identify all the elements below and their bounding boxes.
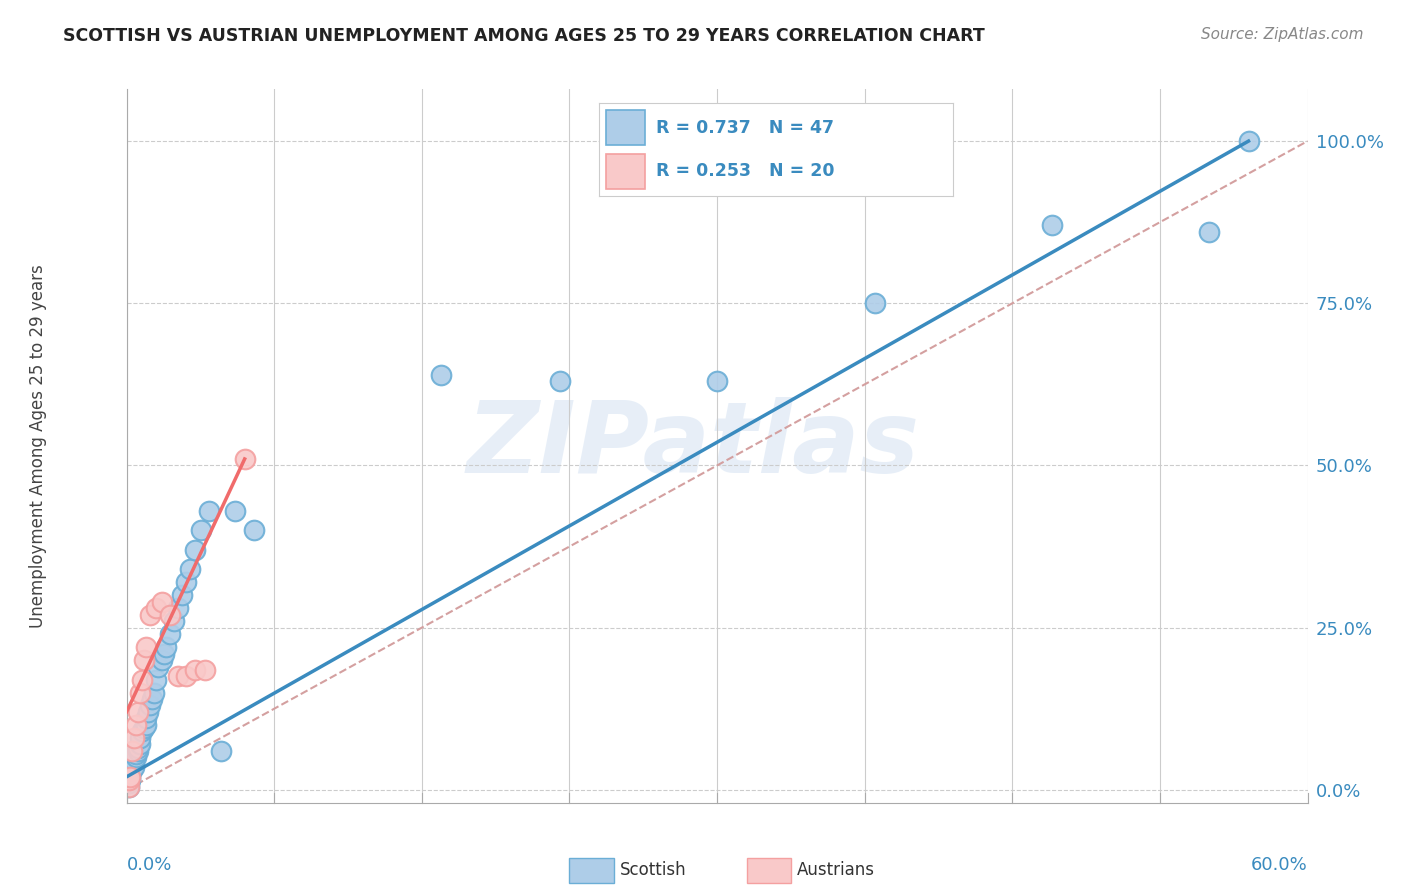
Point bbox=[117, 776, 139, 790]
Point bbox=[198, 504, 221, 518]
Text: Source: ZipAtlas.com: Source: ZipAtlas.com bbox=[1201, 27, 1364, 42]
Point bbox=[121, 756, 143, 771]
Point bbox=[135, 640, 157, 654]
Point bbox=[233, 452, 256, 467]
Point bbox=[1040, 219, 1063, 233]
Point bbox=[125, 747, 148, 761]
Point bbox=[155, 640, 177, 654]
Text: ZIPatlas: ZIPatlas bbox=[467, 398, 920, 494]
Point bbox=[145, 673, 167, 687]
Point bbox=[127, 705, 149, 719]
Point bbox=[124, 754, 146, 768]
Point bbox=[184, 663, 207, 677]
Text: SCOTTISH VS AUSTRIAN UNEMPLOYMENT AMONG AGES 25 TO 29 YEARS CORRELATION CHART: SCOTTISH VS AUSTRIAN UNEMPLOYMENT AMONG … bbox=[63, 27, 986, 45]
Point bbox=[129, 685, 152, 699]
Point bbox=[131, 724, 153, 739]
Point bbox=[135, 718, 157, 732]
Point bbox=[145, 601, 167, 615]
Text: Unemployment Among Ages 25 to 29 years: Unemployment Among Ages 25 to 29 years bbox=[30, 264, 46, 628]
Point bbox=[863, 296, 886, 310]
Point bbox=[120, 766, 142, 780]
Point bbox=[124, 731, 146, 745]
Point bbox=[127, 740, 149, 755]
Point bbox=[139, 607, 162, 622]
Point bbox=[129, 738, 152, 752]
Point bbox=[224, 504, 246, 518]
Point bbox=[190, 524, 212, 538]
Point bbox=[166, 669, 188, 683]
Point bbox=[117, 773, 139, 788]
Point bbox=[131, 673, 153, 687]
Point bbox=[150, 595, 173, 609]
Point bbox=[1237, 134, 1260, 148]
Text: Austrians: Austrians bbox=[797, 861, 876, 879]
Point bbox=[243, 524, 266, 538]
Point bbox=[153, 647, 176, 661]
Point bbox=[548, 374, 571, 388]
Text: Scottish: Scottish bbox=[620, 861, 688, 879]
Point bbox=[194, 663, 217, 677]
Point bbox=[174, 575, 197, 590]
Point bbox=[209, 744, 232, 758]
Text: 0.0%: 0.0% bbox=[127, 856, 172, 874]
Point bbox=[134, 721, 156, 735]
FancyBboxPatch shape bbox=[747, 858, 792, 883]
Point bbox=[127, 744, 149, 758]
Point bbox=[139, 698, 162, 713]
Point bbox=[117, 780, 139, 794]
Point bbox=[120, 770, 142, 784]
Point bbox=[129, 731, 152, 745]
Point bbox=[1198, 225, 1220, 239]
Point bbox=[184, 542, 207, 557]
Point bbox=[136, 705, 159, 719]
Point bbox=[159, 627, 181, 641]
Point bbox=[141, 692, 163, 706]
Point bbox=[125, 750, 148, 764]
Point bbox=[134, 653, 156, 667]
Point bbox=[124, 760, 146, 774]
Point bbox=[146, 659, 169, 673]
Point bbox=[121, 744, 143, 758]
Text: 60.0%: 60.0% bbox=[1251, 856, 1308, 874]
Point bbox=[117, 780, 139, 794]
Point bbox=[430, 368, 453, 382]
Point bbox=[170, 588, 193, 602]
Point bbox=[163, 614, 186, 628]
Point bbox=[135, 711, 157, 725]
Point bbox=[150, 653, 173, 667]
FancyBboxPatch shape bbox=[569, 858, 614, 883]
Point bbox=[174, 669, 197, 683]
Point bbox=[120, 770, 142, 784]
Point bbox=[120, 773, 142, 788]
Point bbox=[166, 601, 188, 615]
Point bbox=[706, 374, 728, 388]
Point bbox=[143, 685, 166, 699]
Point bbox=[179, 562, 201, 576]
Point bbox=[125, 718, 148, 732]
Point bbox=[159, 607, 181, 622]
Point bbox=[121, 764, 143, 778]
